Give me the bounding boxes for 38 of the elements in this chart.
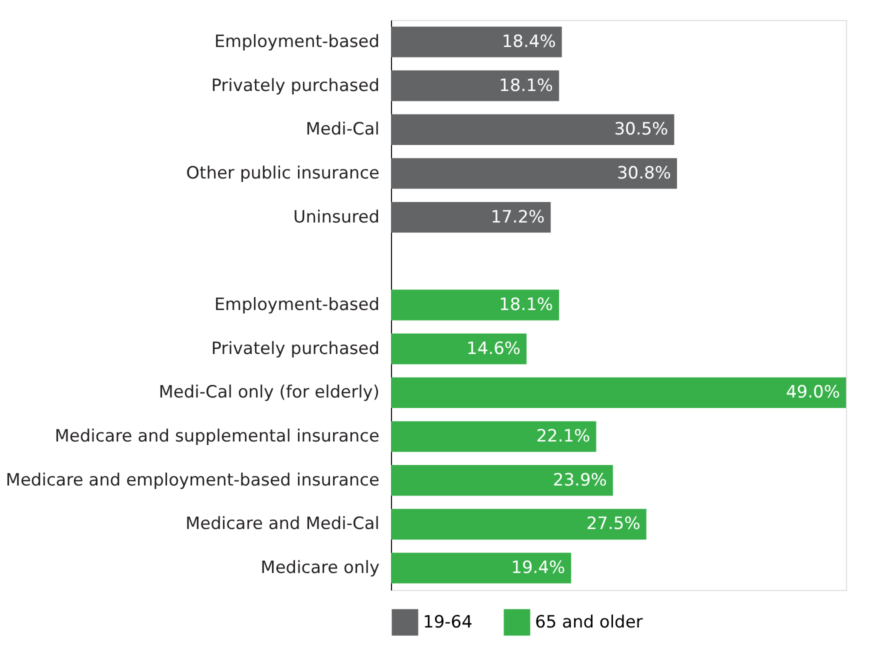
y-tick-label: Employment-based	[214, 295, 380, 315]
bar	[391, 202, 551, 233]
y-tick-label: Employment-based	[214, 32, 380, 52]
y-tick-label: Other public insurance	[186, 163, 380, 184]
data-label: 18.1%	[499, 295, 554, 315]
data-label: 14.6%	[466, 338, 521, 359]
bar	[391, 334, 527, 364]
data-label: 30.8%	[616, 163, 671, 184]
y-tick-label: Medicare and supplemental insurance	[54, 426, 380, 447]
y-tick-label: Medicare and Medi-Cal	[185, 514, 380, 534]
bar	[391, 114, 674, 145]
data-label: 49.0%	[786, 382, 840, 403]
y-tick-label: Medi-Cal only (for elderly)	[158, 382, 380, 403]
bar	[391, 552, 572, 584]
data-label: 18.4%	[502, 32, 556, 52]
y-tick-label: Medicare and employment-based insurance	[6, 470, 380, 490]
data-label: 27.5%	[586, 514, 640, 534]
data-label: 22.1%	[536, 426, 590, 447]
bar	[391, 508, 646, 540]
data-label: 17.2%	[490, 207, 545, 228]
legend-label: 19-64	[423, 612, 472, 632]
bar	[391, 421, 596, 452]
bar	[391, 158, 677, 189]
y-tick-label: Uninsured	[293, 207, 380, 228]
bar	[391, 377, 846, 408]
bar	[391, 290, 560, 320]
y-tick-label: Medi-Cal	[306, 120, 380, 140]
data-label: 18.1%	[499, 76, 554, 96]
legend-label: 65 and older	[535, 612, 643, 632]
bar	[391, 26, 562, 58]
y-tick-label: Privately purchased	[211, 76, 380, 96]
data-label: 30.5%	[614, 120, 668, 140]
bar	[391, 465, 613, 496]
y-tick-label: Privately purchased	[211, 338, 380, 359]
data-label: 23.9%	[552, 470, 607, 490]
bar	[391, 70, 560, 102]
y-tick-label: Medicare only	[260, 558, 380, 578]
data-label: 19.4%	[511, 558, 566, 578]
